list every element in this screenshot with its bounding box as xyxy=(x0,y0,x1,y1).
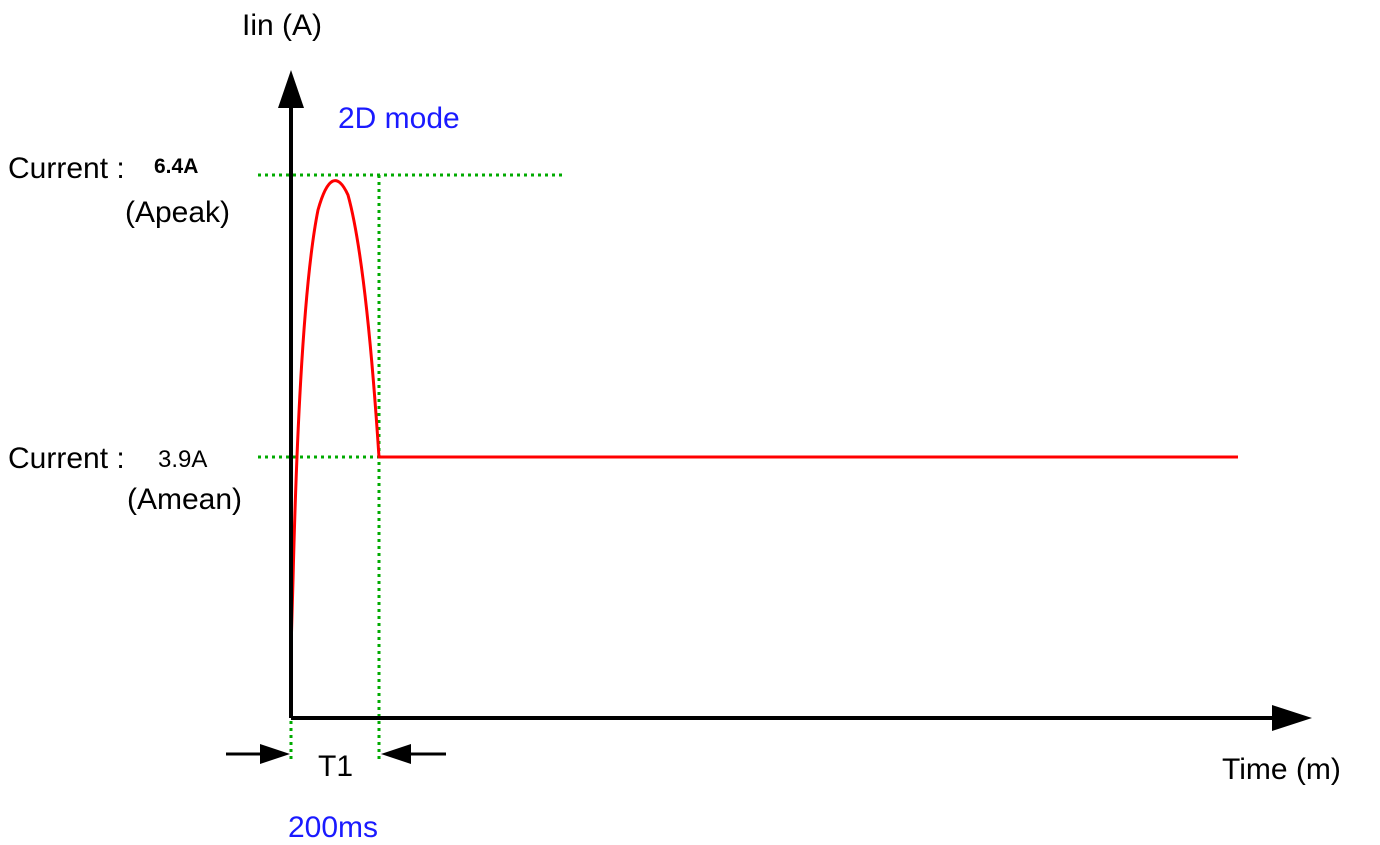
peak-current-prefix: Current : xyxy=(8,152,125,185)
mean-current-name: (Amean) xyxy=(127,483,242,516)
current-waveform xyxy=(289,179,1238,651)
t1-label: T1 xyxy=(318,750,353,783)
peak-current-name: (Apeak) xyxy=(125,196,230,229)
mean-current-value: 3.9A xyxy=(158,446,207,473)
t1-duration-label: 200ms xyxy=(288,811,378,844)
x-axis-label: Time (m) xyxy=(1222,753,1341,786)
t1-left-arrowhead xyxy=(260,744,290,764)
y-axis-arrowhead xyxy=(278,70,304,108)
t1-right-arrowhead xyxy=(381,744,411,764)
y-axis-label: Iin (A) xyxy=(242,9,322,42)
mode-label: 2D mode xyxy=(338,102,460,135)
x-axis-arrowhead xyxy=(1272,705,1312,731)
peak-current-value: 6.4A xyxy=(154,155,198,178)
mean-current-prefix: Current : xyxy=(8,442,125,475)
